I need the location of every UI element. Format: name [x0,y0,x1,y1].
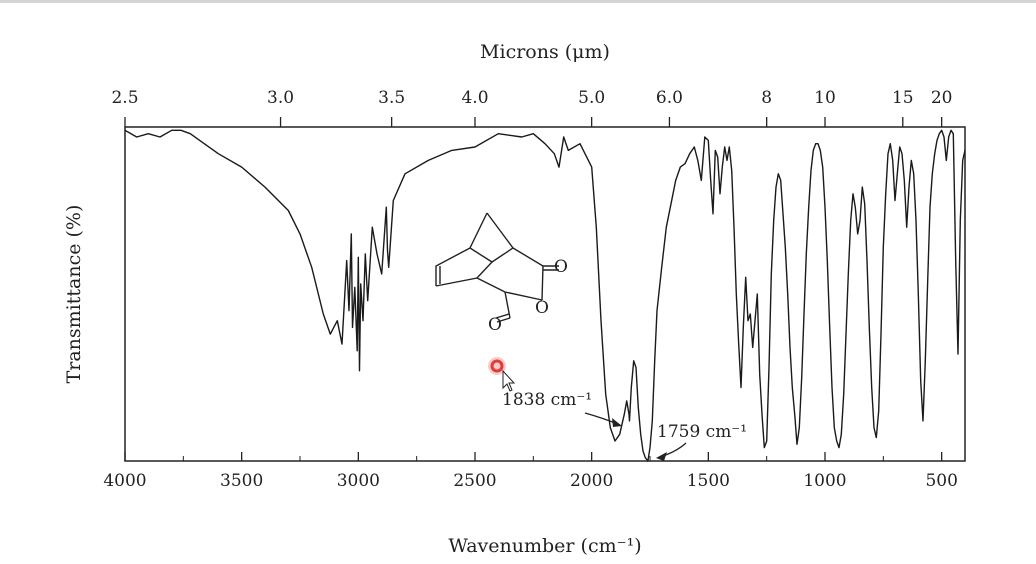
top-axis-title: Microns (μm) [480,41,610,63]
molecule-structure [435,212,559,323]
top-divider [0,0,1036,3]
x-axis-title: Wavenumber (cm⁻¹) [448,535,641,557]
arrow-pointer-icon [502,369,516,392]
annotation-1759-arrowhead [656,452,667,461]
x-tick-label: 500 [925,471,957,491]
annotation-1838-arrowhead [612,418,622,427]
x-tick-label: 1000 [803,471,846,491]
top-tick-label: 2.5 [111,88,138,108]
top-tick-label: 15 [892,88,914,108]
x-tick-label: 2500 [453,471,496,491]
spectrum-series-line [124,129,966,462]
x-tick-label: 3000 [337,471,380,491]
top-tick-label: 8 [761,88,772,108]
top-tick-label: 3.5 [378,88,405,108]
x-tick-label: 3500 [220,471,263,491]
top-tick-label: 3.0 [267,88,294,108]
annotation-1759: 1759 cm⁻¹ [657,422,747,442]
molecule-oxygen-ring: O [535,298,549,318]
top-tick-label: 5.0 [578,88,605,108]
bottom-axis: 4000 3500 3000 2500 2000 1500 1000 500 [103,452,958,491]
x-tick-label: 1500 [687,471,730,491]
y-axis-title: Transmittance (%) [63,205,85,384]
top-tick-label: 20 [931,88,953,108]
annotation-1838: 1838 cm⁻¹ [502,390,592,410]
top-axis: 2.5 3.0 3.5 4.0 5.0 6.0 8 10 15 20 [111,88,952,127]
top-tick-label: 6.0 [656,88,683,108]
molecule-oxygen-top: O [554,257,568,277]
x-tick-label: 2000 [570,471,613,491]
plot-frame [124,126,966,462]
cursor-highlight-ring [490,359,504,373]
top-tick-label: 4.0 [461,88,488,108]
molecule-oxygen-bottom: O [488,315,502,335]
top-tick-label: 10 [814,88,836,108]
x-tick-label: 4000 [103,471,146,491]
